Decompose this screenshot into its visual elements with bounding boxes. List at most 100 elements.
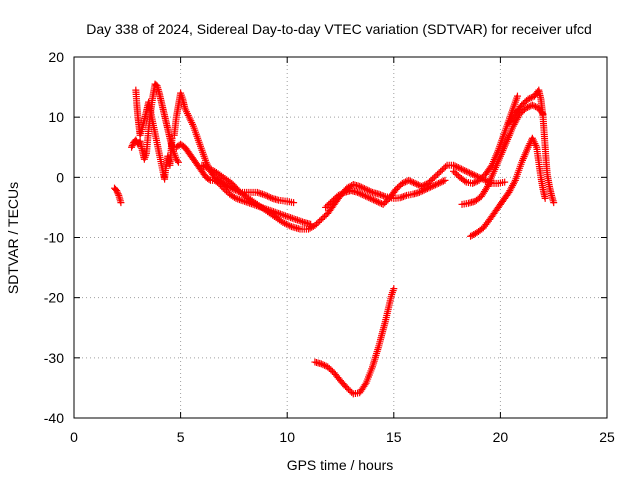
- data-point: [292, 215, 300, 223]
- data-point: [365, 187, 373, 195]
- axis-ticks: 0 5 10 15 20 25 -40 -30 -20 -10 0 10 20: [44, 49, 615, 445]
- data-point: [327, 366, 335, 374]
- data-point: [221, 186, 229, 194]
- data-point: [113, 188, 121, 196]
- data-point: [465, 169, 473, 177]
- data-point: [174, 158, 182, 166]
- data-point: [286, 222, 294, 230]
- data-point: [262, 191, 270, 199]
- data-point: [206, 165, 214, 173]
- data-point: [128, 142, 136, 150]
- data-point: [257, 190, 265, 198]
- data-point: [322, 203, 330, 211]
- data-point: [334, 191, 342, 199]
- data-point: [235, 196, 243, 204]
- data-point: [438, 166, 446, 174]
- data-point: [501, 178, 509, 186]
- data-point: [427, 176, 435, 184]
- data-point: [278, 211, 286, 219]
- data-point: [265, 193, 273, 201]
- y-axis-label: SDTVAR / TECUs: [5, 182, 21, 294]
- data-point: [297, 217, 305, 225]
- data-point: [429, 175, 437, 183]
- data-point: [275, 209, 283, 217]
- data-point: [528, 101, 536, 109]
- data-point: [260, 191, 268, 199]
- data-point: [328, 197, 336, 205]
- data-point: [279, 218, 287, 226]
- data-point: [311, 221, 319, 229]
- data-point: [441, 176, 449, 184]
- data-point: [406, 177, 414, 185]
- data-point: [219, 184, 227, 192]
- data-point: [524, 95, 532, 103]
- data-point: [317, 360, 325, 368]
- chart-title: Day 338 of 2024, Sidereal Day-to-day VTE…: [86, 21, 592, 37]
- series-track-a: [111, 184, 125, 207]
- x-tick-label: 25: [599, 429, 615, 445]
- data-point: [425, 184, 433, 192]
- y-tick-label: -20: [44, 290, 64, 306]
- data-point: [263, 192, 271, 200]
- data-point: [336, 191, 344, 199]
- data-point: [362, 192, 370, 200]
- data-point: [405, 176, 413, 184]
- data-point: [435, 179, 443, 187]
- data-point: [469, 170, 477, 178]
- data-point: [316, 217, 324, 225]
- data-point: [324, 363, 332, 371]
- data-point: [459, 166, 467, 174]
- data-point: [419, 182, 427, 190]
- series-track-c: [170, 89, 298, 207]
- data-point: [225, 183, 233, 191]
- data-point: [395, 182, 403, 190]
- data-point: [449, 167, 457, 175]
- data-point: [281, 212, 289, 220]
- data-point: [325, 200, 333, 208]
- data-point: [472, 172, 480, 180]
- data-point: [314, 218, 322, 226]
- series-track-j: [505, 86, 558, 207]
- data-point: [363, 193, 371, 201]
- data-point: [483, 184, 491, 192]
- data-point: [453, 163, 461, 171]
- data-point: [299, 218, 307, 226]
- data-point: [399, 193, 407, 201]
- data-point: [464, 168, 472, 176]
- data-point: [375, 190, 383, 198]
- data-point: [293, 216, 301, 224]
- data-point: [117, 199, 125, 207]
- series-track-k: [311, 285, 398, 398]
- data-point: [380, 192, 388, 200]
- data-point: [398, 193, 406, 201]
- y-tick-label: -40: [44, 410, 64, 426]
- data-point: [427, 183, 435, 191]
- data-point: [382, 197, 390, 205]
- data-point: [373, 197, 381, 205]
- series-track-h: [449, 92, 521, 187]
- data-point: [348, 388, 356, 396]
- data-point: [379, 200, 387, 208]
- data-point: [338, 190, 346, 198]
- data-point: [208, 166, 216, 174]
- data-point: [339, 189, 347, 197]
- data-point: [451, 162, 459, 170]
- data-point: [364, 186, 372, 194]
- data-point: [284, 221, 292, 229]
- data-point: [204, 164, 212, 172]
- data-point: [434, 170, 442, 178]
- data-point: [331, 194, 339, 202]
- data-point: [114, 190, 122, 198]
- data-point: [360, 191, 368, 199]
- data-point: [371, 197, 379, 205]
- data-point: [530, 102, 538, 110]
- data-point: [258, 190, 266, 198]
- data-point: [358, 191, 366, 199]
- data-point: [330, 196, 338, 204]
- data-point: [313, 220, 321, 228]
- data-point: [232, 194, 240, 202]
- data-point: [321, 361, 329, 369]
- data-point: [522, 104, 530, 112]
- data-point: [408, 178, 416, 186]
- y-tick-label: 0: [56, 169, 64, 185]
